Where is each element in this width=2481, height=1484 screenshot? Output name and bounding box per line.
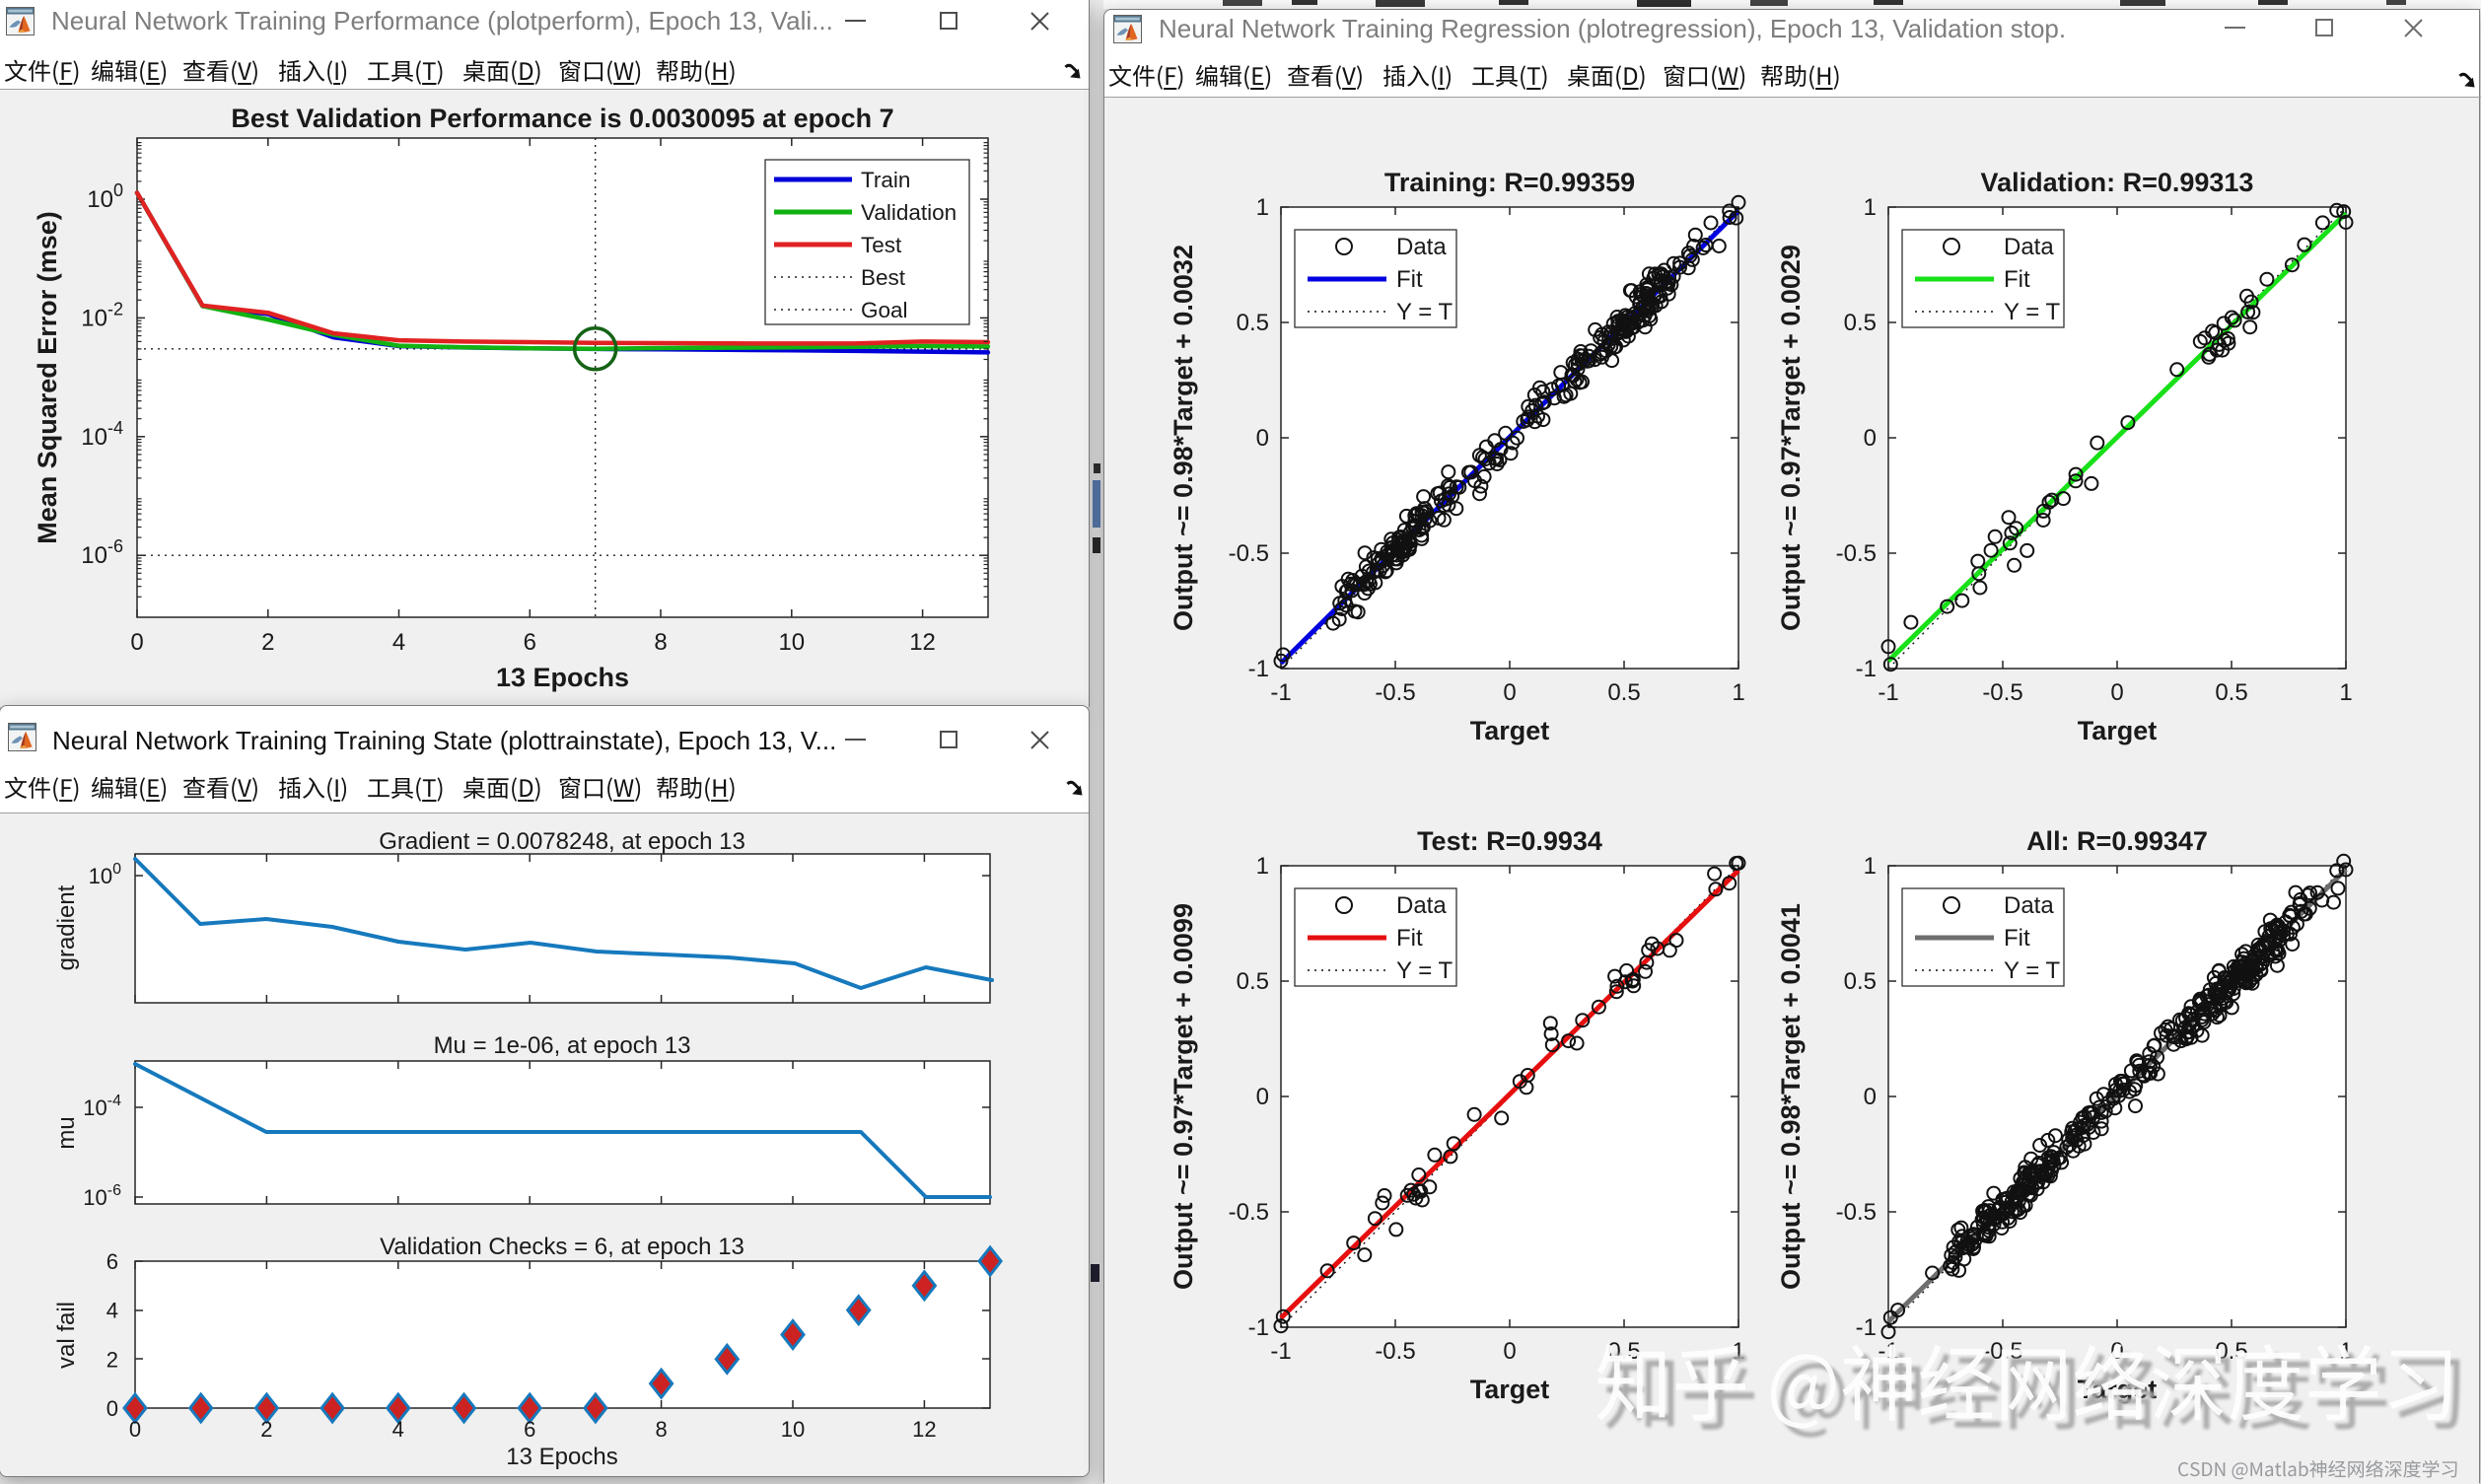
- svg-text:8: 8: [655, 1417, 667, 1442]
- svg-text:Goal: Goal: [861, 298, 908, 322]
- svg-text:Fit: Fit: [2004, 266, 2030, 293]
- svg-text:Fit: Fit: [2004, 925, 2030, 952]
- svg-text:10: 10: [781, 1417, 805, 1442]
- svg-text:Validation: Validation: [861, 200, 957, 225]
- svg-text:Data: Data: [1396, 892, 1447, 919]
- svg-text:Y = T: Y = T: [1396, 299, 1453, 325]
- svg-text:0: 0: [1256, 1084, 1269, 1110]
- svg-text:1: 1: [1256, 853, 1269, 880]
- svg-text:-0.5: -0.5: [1836, 1199, 1877, 1226]
- svg-text:0.5: 0.5: [2215, 679, 2247, 706]
- svg-text:Gradient = 0.0078248, at epoch: Gradient = 0.0078248, at epoch 13: [379, 828, 745, 855]
- svg-text:Y = T: Y = T: [2004, 299, 2060, 325]
- svg-text:-1: -1: [1248, 1314, 1269, 1341]
- svg-text:Test: Test: [861, 233, 902, 257]
- svg-text:6: 6: [524, 629, 536, 656]
- svg-text:Validation: R=0.99313: Validation: R=0.99313: [1981, 168, 2254, 197]
- svg-text:0.5: 0.5: [1844, 310, 1877, 336]
- svg-text:-1: -1: [1248, 656, 1269, 682]
- svg-text:Target: Target: [1470, 1375, 1550, 1404]
- svg-text:1: 1: [1864, 853, 1877, 880]
- svg-text:-1: -1: [1270, 679, 1291, 706]
- svg-text:All: R=0.99347: All: R=0.99347: [2026, 826, 2208, 856]
- svg-text:0: 0: [1256, 425, 1269, 452]
- svg-text:0: 0: [106, 1396, 118, 1421]
- svg-text:4: 4: [106, 1299, 118, 1323]
- svg-text:8: 8: [654, 629, 667, 656]
- svg-text:2: 2: [261, 629, 274, 656]
- svg-text:0: 0: [1864, 425, 1877, 452]
- svg-text:Y = T: Y = T: [2004, 957, 2060, 984]
- svg-text:Fit: Fit: [1396, 925, 1423, 952]
- svg-text:4: 4: [392, 1417, 404, 1442]
- svg-text:Y = T: Y = T: [1396, 957, 1453, 984]
- svg-text:10: 10: [778, 629, 805, 656]
- svg-text:Output ~= 0.97*Target + 0.0099: Output ~= 0.97*Target + 0.0099: [1169, 903, 1198, 1290]
- svg-text:-0.5: -0.5: [1836, 540, 1877, 567]
- svg-text:Data: Data: [2004, 892, 2054, 919]
- svg-text:-1: -1: [1270, 1338, 1291, 1365]
- svg-text:0: 0: [1503, 679, 1516, 706]
- svg-text:Target: Target: [2078, 716, 2158, 745]
- svg-text:0.5: 0.5: [1844, 968, 1877, 995]
- svg-text:10-6: 10-6: [83, 1182, 121, 1210]
- svg-text:Best Validation Performance is: Best Validation Performance is 0.0030095…: [231, 104, 893, 133]
- svg-text:Fit: Fit: [1396, 266, 1423, 293]
- svg-text:0: 0: [129, 1417, 141, 1442]
- svg-text:100: 100: [89, 861, 121, 888]
- svg-text:-1: -1: [1856, 656, 1877, 682]
- svg-text:2: 2: [260, 1417, 272, 1442]
- svg-text:1: 1: [1256, 194, 1269, 221]
- svg-text:-0.5: -0.5: [1229, 1199, 1269, 1226]
- svg-text:4: 4: [392, 629, 405, 656]
- svg-text:-0.5: -0.5: [1982, 679, 2022, 706]
- svg-text:-0.5: -0.5: [1375, 679, 1415, 706]
- svg-text:Validation Checks = 6, at epoc: Validation Checks = 6, at epoch 13: [380, 1234, 744, 1260]
- svg-text:Best: Best: [861, 265, 906, 290]
- svg-text:Output ~= 0.98*Target + 0.0041: Output ~= 0.98*Target + 0.0041: [1776, 903, 1806, 1290]
- svg-text:Output ~= 0.98*Target + 0.0032: Output ~= 0.98*Target + 0.0032: [1169, 245, 1198, 631]
- svg-text:Mean Squared Error (mse): Mean Squared Error (mse): [33, 211, 62, 544]
- svg-text:10-2: 10-2: [81, 299, 123, 331]
- svg-text:1: 1: [1864, 194, 1877, 221]
- svg-text:0: 0: [1864, 1084, 1877, 1110]
- svg-text:-0.5: -0.5: [1375, 1338, 1415, 1365]
- svg-text:100: 100: [87, 180, 123, 213]
- svg-text:0: 0: [1503, 1338, 1516, 1365]
- svg-text:13 Epochs: 13 Epochs: [506, 1444, 617, 1470]
- svg-text:10-6: 10-6: [81, 536, 123, 569]
- svg-text:-1: -1: [1878, 679, 1898, 706]
- svg-text:Training: R=0.99359: Training: R=0.99359: [1384, 168, 1635, 197]
- svg-text:12: 12: [909, 629, 936, 656]
- svg-text:-0.5: -0.5: [1229, 540, 1269, 567]
- svg-text:Target: Target: [1470, 716, 1550, 745]
- svg-text:1: 1: [1732, 679, 1744, 706]
- svg-text:Train: Train: [861, 168, 910, 192]
- svg-text:6: 6: [524, 1417, 535, 1442]
- svg-text:13 Epochs: 13 Epochs: [496, 663, 629, 692]
- svg-text:Data: Data: [2004, 234, 2054, 260]
- svg-text:10-4: 10-4: [83, 1093, 121, 1120]
- svg-text:10-4: 10-4: [81, 418, 123, 451]
- svg-text:0: 0: [2110, 679, 2123, 706]
- svg-text:1: 1: [2339, 679, 2352, 706]
- svg-text:Output ~= 0.97*Target + 0.0029: Output ~= 0.97*Target + 0.0029: [1776, 245, 1806, 631]
- svg-text:val fail: val fail: [53, 1302, 80, 1369]
- svg-text:mu: mu: [53, 1116, 80, 1149]
- svg-text:0.5: 0.5: [1237, 968, 1269, 995]
- svg-text:Test: R=0.9934: Test: R=0.9934: [1417, 826, 1602, 856]
- svg-text:0: 0: [130, 629, 143, 656]
- svg-text:Data: Data: [1396, 234, 1447, 260]
- svg-text:Mu = 1e-06, at epoch 13: Mu = 1e-06, at epoch 13: [434, 1032, 691, 1059]
- svg-text:0.5: 0.5: [1607, 679, 1640, 706]
- svg-text:6: 6: [106, 1249, 118, 1274]
- svg-text:12: 12: [912, 1417, 936, 1442]
- svg-text:0.5: 0.5: [1237, 310, 1269, 336]
- svg-text:gradient: gradient: [53, 884, 80, 970]
- svg-text:2: 2: [106, 1347, 118, 1372]
- svg-text:-1: -1: [1856, 1314, 1877, 1341]
